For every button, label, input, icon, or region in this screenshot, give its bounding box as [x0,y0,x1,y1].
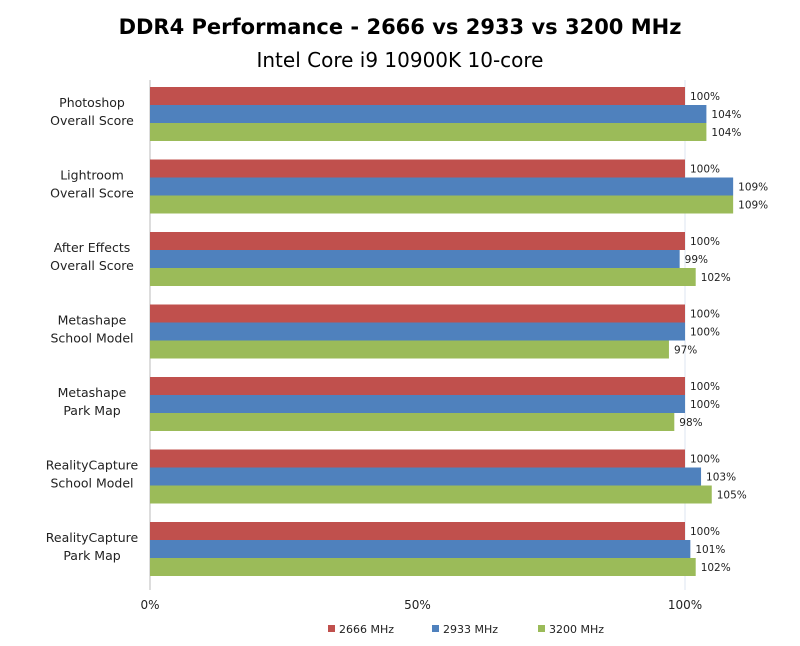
bar-2933mhz-3 [150,322,685,341]
bar-3200mhz-0 [150,123,707,141]
data-label: 100% [690,236,720,248]
x-tick-label: 0% [140,598,159,612]
legend-swatch [432,625,439,632]
bar-3200mhz-3 [150,340,669,359]
data-label: 102% [701,562,731,574]
bar-2666mhz-3 [150,304,685,323]
data-label: 99% [685,254,708,266]
category-label: Metashape [58,385,127,400]
category-label: Photoshop [59,95,125,110]
bar-2933mhz-0 [150,105,707,123]
category-label: RealityCapture [46,530,139,545]
bar-2666mhz-1 [150,159,685,178]
bar-2933mhz-2 [150,250,680,268]
bar-2666mhz-5 [150,449,685,468]
legend-swatch [328,625,335,632]
data-label: 104% [711,109,741,121]
data-label: 97% [674,345,697,357]
data-label: 100% [690,399,720,411]
category-label: Overall Score [50,258,134,273]
category-label: Overall Score [50,186,134,201]
category-label: School Model [50,331,133,346]
bar-2666mhz-2 [150,232,685,250]
chart-title: DDR4 Performance - 2666 vs 2933 vs 3200 … [119,15,682,39]
chart-subtitle: Intel Core i9 10900K 10-core [256,48,543,72]
bar-3200mhz-1 [150,195,734,214]
bar-2933mhz-1 [150,177,734,196]
category-label: RealityCapture [46,458,139,473]
data-label: 100% [690,381,720,393]
data-label: 105% [717,490,747,502]
data-label: 102% [701,272,731,284]
bar-2666mhz-4 [150,377,685,395]
data-label: 103% [706,472,736,484]
category-label: Park Map [63,548,120,563]
category-label: School Model [50,476,133,491]
data-label: 100% [690,526,720,538]
legend-label: 2666 MHz [339,623,394,636]
data-label: 98% [679,417,702,429]
bar-2666mhz-6 [150,522,685,540]
data-label: 109% [738,200,768,212]
bar-2666mhz-0 [150,87,685,105]
data-label: 100% [690,164,720,176]
data-label: 100% [690,91,720,103]
x-tick-label: 50% [404,598,431,612]
category-label: Overall Score [50,113,134,128]
category-label: After Effects [54,240,130,255]
bar-2933mhz-4 [150,395,685,413]
category-label: Park Map [63,403,120,418]
data-label: 104% [711,127,741,139]
data-label: 109% [738,182,768,194]
data-label: 101% [695,544,725,556]
bar-3200mhz-4 [150,413,675,431]
legend-label: 3200 MHz [549,623,604,636]
category-label: Metashape [58,313,127,328]
bar-2933mhz-6 [150,540,691,558]
data-label: 100% [690,454,720,466]
bar-2933mhz-5 [150,467,702,486]
data-label: 100% [690,309,720,321]
bar-3200mhz-2 [150,268,696,286]
legend-swatch [538,625,545,632]
category-label: Lightroom [60,168,124,183]
data-label: 100% [690,327,720,339]
x-tick-label: 100% [668,598,702,612]
bar-3200mhz-6 [150,558,696,576]
legend-label: 2933 MHz [443,623,498,636]
bar-3200mhz-5 [150,485,712,504]
